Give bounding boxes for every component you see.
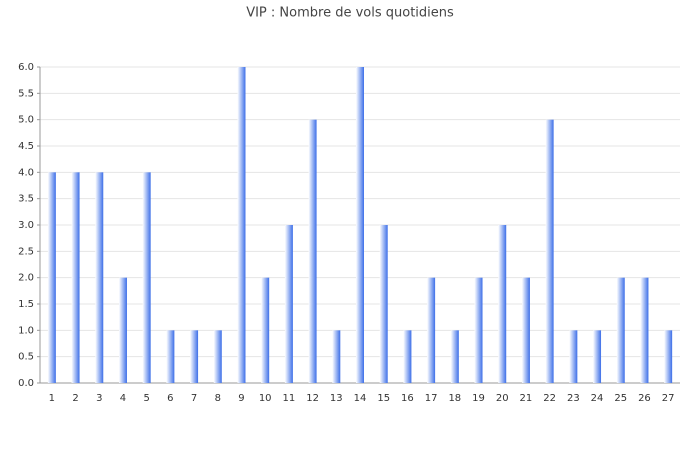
x-tick-label: 16 (401, 393, 414, 404)
x-tick-label: 26 (638, 393, 651, 404)
bar (379, 225, 388, 383)
bar (569, 330, 578, 383)
x-tick-label: 5 (143, 393, 149, 404)
y-tick-label: 0.0 (18, 378, 34, 389)
bar (640, 277, 649, 383)
bar (213, 330, 222, 383)
x-tick-label: 10 (259, 393, 272, 404)
x-tick-label: 25 (614, 393, 627, 404)
x-tick-label: 13 (330, 393, 343, 404)
x-tick-label: 27 (662, 393, 675, 404)
x-tick-label: 18 (448, 393, 461, 404)
x-tick-label: 20 (496, 393, 509, 404)
x-tick-label: 21 (520, 393, 533, 404)
x-tick-label: 7 (191, 393, 197, 404)
x-tick-label: 1 (49, 393, 55, 404)
y-tick-label: 3.0 (18, 220, 34, 231)
bar (95, 172, 104, 383)
bar (427, 277, 436, 383)
bar (332, 330, 341, 383)
x-tick-label: 11 (283, 393, 296, 404)
bar (284, 225, 293, 383)
bar (474, 277, 483, 383)
y-tick-label: 4.5 (18, 141, 34, 152)
y-tick-label: 6.0 (18, 62, 34, 73)
bar (498, 225, 507, 383)
y-tick-label: 4.0 (18, 167, 34, 178)
x-tick-label: 15 (377, 393, 390, 404)
bar (450, 330, 459, 383)
x-tick-label: 8 (215, 393, 221, 404)
x-tick-label: 2 (72, 393, 78, 404)
bar (545, 119, 554, 384)
bar (521, 277, 530, 383)
bar (593, 330, 602, 383)
bar (356, 67, 364, 383)
x-tick-label: 24 (591, 393, 604, 404)
bar (71, 172, 80, 383)
y-tick-label: 5.0 (18, 115, 34, 126)
x-tick-label: 6 (167, 393, 173, 404)
bar (616, 277, 625, 383)
x-tick-label: 19 (472, 393, 485, 404)
chart-title: VIP : Nombre de vols quotidiens (246, 6, 454, 21)
x-tick-label: 3 (96, 393, 102, 404)
x-tick-label: 14 (354, 393, 367, 404)
bar (261, 277, 270, 383)
bar (237, 67, 246, 383)
x-tick-label: 9 (238, 393, 244, 404)
x-tick-label: 23 (567, 393, 580, 404)
y-tick-label: 0.5 (18, 352, 34, 363)
x-tick-label: 22 (543, 393, 556, 404)
x-tick-label: 17 (425, 393, 438, 404)
y-tick-label: 2.0 (18, 273, 34, 284)
bar (166, 330, 175, 383)
y-tick-label: 1.0 (18, 325, 34, 336)
bar (664, 330, 673, 383)
y-tick-label: 1.5 (18, 299, 34, 310)
y-tick-label: 3.5 (18, 194, 34, 205)
y-tick-label: 5.5 (18, 88, 34, 99)
y-tick-label: 2.5 (18, 246, 34, 257)
bar (190, 330, 199, 383)
bar (403, 330, 412, 383)
bar (142, 172, 151, 383)
bar (47, 172, 56, 383)
bar (118, 277, 127, 383)
x-tick-label: 12 (306, 393, 319, 404)
x-tick-label: 4 (120, 393, 126, 404)
bar (308, 119, 317, 384)
